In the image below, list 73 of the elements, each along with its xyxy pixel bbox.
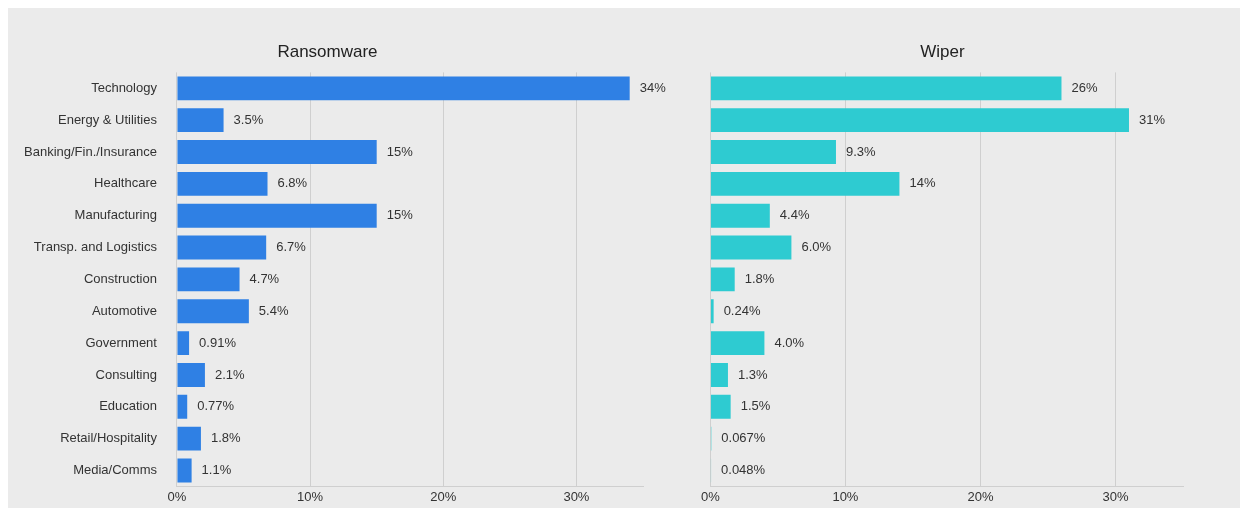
- data-label: 1.8%: [210, 430, 241, 446]
- bar: [710, 171, 900, 196]
- data-label: 15%: [386, 207, 414, 223]
- bar: [710, 394, 731, 419]
- x-tick-label: 10%: [832, 488, 859, 504]
- bar: [177, 203, 377, 228]
- data-label: 1.5%: [740, 398, 771, 414]
- y-tick-label: Education: [99, 398, 157, 414]
- data-label: 0.24%: [723, 302, 761, 318]
- bar: [177, 267, 240, 292]
- data-label: 1.3%: [737, 366, 769, 382]
- data-label: 0.91%: [199, 334, 237, 350]
- y-tick-label: Automotive: [91, 302, 157, 318]
- y-tick-label: Consulting: [95, 366, 157, 382]
- y-tick-label: Transp. and Logistics: [33, 239, 158, 255]
- bar: [710, 235, 792, 260]
- data-label: 31%: [1138, 111, 1166, 127]
- bar: [177, 235, 267, 260]
- data-label: 4.4%: [779, 207, 810, 223]
- x-tick-label: 0%: [701, 488, 721, 504]
- x-tick-label: 0%: [167, 488, 187, 504]
- data-label: 2.1%: [214, 366, 245, 382]
- data-label: 6.0%: [801, 239, 832, 255]
- bar: [710, 299, 714, 324]
- bar: [710, 203, 770, 228]
- data-label: 15%: [386, 143, 414, 159]
- data-label: 1.1%: [201, 462, 232, 478]
- y-tick-label: Healthcare: [94, 175, 157, 191]
- bar: [177, 76, 630, 101]
- data-label: 6.7%: [276, 239, 307, 255]
- data-label: 26%: [1071, 79, 1098, 95]
- data-label: 3.5%: [233, 111, 264, 127]
- bar: [177, 108, 224, 133]
- bar: [177, 426, 201, 451]
- data-label: 0.77%: [197, 398, 235, 414]
- x-tick-label: 30%: [1102, 488, 1129, 504]
- bar: [177, 394, 188, 419]
- bar: [177, 363, 205, 387]
- y-tick-label: Technology: [91, 79, 158, 95]
- y-tick-label: Manufacturing: [74, 207, 157, 223]
- y-tick-label: Construction: [83, 270, 157, 286]
- bar: [177, 171, 268, 196]
- x-tick-label: 20%: [430, 488, 457, 504]
- y-tick-label: Media/Comms: [73, 462, 158, 478]
- bar: [710, 267, 735, 292]
- bar: [177, 140, 377, 164]
- bar: [710, 363, 728, 387]
- data-label: 1.8%: [744, 270, 775, 286]
- data-label: 0.048%: [721, 462, 766, 478]
- x-tick-label: 30%: [563, 488, 590, 504]
- x-tick-label: 10%: [297, 488, 324, 504]
- y-tick-label: Banking/Fin./Insurance: [24, 143, 157, 159]
- bar: [710, 140, 836, 164]
- data-label: 4.0%: [774, 334, 805, 350]
- data-label: 0.067%: [721, 430, 766, 446]
- y-tick-label: Government: [85, 334, 158, 350]
- y-tick-label: Retail/Hospitality: [60, 430, 158, 446]
- data-label: 4.7%: [249, 270, 280, 286]
- bar: [177, 331, 190, 356]
- bar: [710, 108, 1129, 133]
- bar: [710, 331, 765, 356]
- data-label: 6.8%: [277, 175, 308, 191]
- bar: [177, 299, 249, 324]
- y-tick-label: Energy & Utilities: [57, 111, 158, 127]
- data-label: 5.4%: [258, 302, 289, 318]
- data-label: 14%: [909, 175, 936, 191]
- bar: [177, 458, 192, 483]
- chart-title: Ransomware: [277, 41, 378, 61]
- data-label: 34%: [639, 79, 667, 95]
- bar: [710, 76, 1062, 101]
- data-label: 9.3%: [845, 143, 877, 159]
- chart-title: Wiper: [920, 41, 966, 61]
- x-tick-label: 20%: [967, 488, 994, 504]
